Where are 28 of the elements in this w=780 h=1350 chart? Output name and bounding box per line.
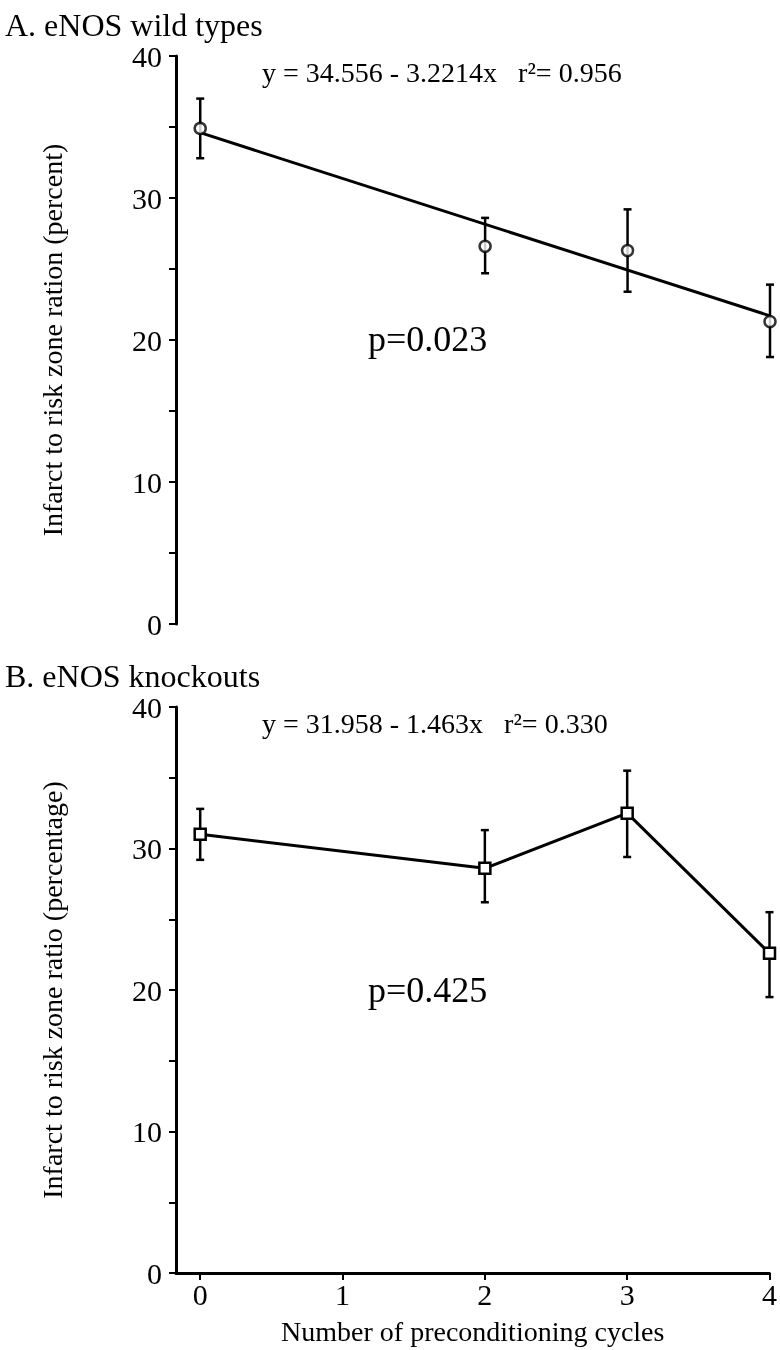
point bbox=[193, 827, 207, 842]
y-tick-label: 0 bbox=[147, 607, 162, 641]
annotation: y = 34.556 - 3.2214x r²= 0.956 bbox=[262, 56, 622, 88]
annotation: p=0.023 bbox=[368, 319, 488, 359]
y-tick-label: 10 bbox=[132, 1115, 162, 1148]
point bbox=[478, 861, 492, 876]
y-axis-title: Infarct to risk zone ratio (percentage) bbox=[36, 781, 68, 1199]
point bbox=[620, 806, 634, 820]
point bbox=[763, 314, 777, 329]
y-tick-label: 10 bbox=[132, 465, 162, 499]
y-tick-label: 20 bbox=[132, 973, 162, 1007]
y-axis-title: Infarct to risk zone ration (percent) bbox=[36, 143, 68, 537]
annotation: p=0.425 bbox=[368, 970, 488, 1010]
annotation: y = 31.958 - 1.463x r²= 0.330 bbox=[262, 707, 608, 739]
x-tick-label: 3 bbox=[619, 1277, 635, 1311]
y-tick-label: 0 bbox=[147, 1256, 162, 1290]
x-tick-label: 2 bbox=[477, 1277, 493, 1311]
point bbox=[762, 946, 777, 960]
point bbox=[193, 121, 207, 136]
y-tick-label: 20 bbox=[132, 323, 162, 357]
x-tick-label: 1 bbox=[335, 1277, 351, 1311]
x-tick-label: 4 bbox=[762, 1277, 777, 1311]
point bbox=[478, 239, 492, 254]
y-tick-label: 30 bbox=[132, 832, 162, 865]
point bbox=[620, 243, 635, 258]
x-tick-label: 0 bbox=[192, 1277, 208, 1311]
x-axis-title: Number of preconditioning cycles bbox=[281, 1315, 665, 1347]
y-tick-label: 30 bbox=[132, 181, 162, 215]
